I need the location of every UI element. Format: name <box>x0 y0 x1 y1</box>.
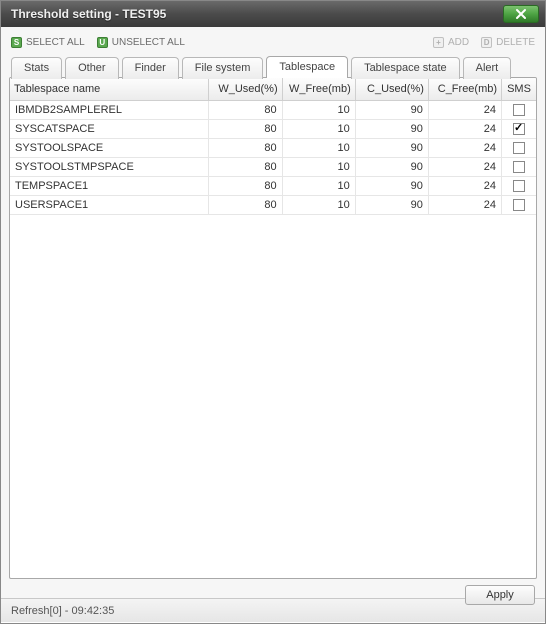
cell-value[interactable]: 80 <box>209 138 282 157</box>
unselect-all-label: UNSELECT ALL <box>112 37 185 48</box>
column-header[interactable]: W_Used(%) <box>209 78 282 100</box>
cell-value[interactable]: 24 <box>428 100 501 119</box>
select-all-button[interactable]: S SELECT ALL <box>11 37 85 48</box>
cell-value[interactable]: 80 <box>209 119 282 138</box>
tab-finder[interactable]: Finder <box>122 57 179 79</box>
unselect-all-icon: U <box>97 37 108 48</box>
cell-value[interactable]: 10 <box>282 176 355 195</box>
select-all-icon: S <box>11 37 22 48</box>
window-title: Threshold setting - TEST95 <box>11 7 503 21</box>
tab-bar: StatsOtherFinderFile systemTablespaceTab… <box>9 55 537 77</box>
cell-value[interactable]: 24 <box>428 157 501 176</box>
tab-file-system[interactable]: File system <box>182 57 264 79</box>
column-header[interactable]: C_Free(mb) <box>428 78 501 100</box>
tab-other[interactable]: Other <box>65 57 119 79</box>
delete-button: D DELETE <box>481 37 535 48</box>
delete-label: DELETE <box>496 37 535 48</box>
cell-value[interactable]: 90 <box>355 119 428 138</box>
cell-value[interactable]: 80 <box>209 157 282 176</box>
cell-value[interactable]: 90 <box>355 157 428 176</box>
cell-value[interactable]: 10 <box>282 119 355 138</box>
cell-name[interactable]: USERSPACE1 <box>10 195 209 214</box>
tab-tablespace-state[interactable]: Tablespace state <box>351 57 460 79</box>
column-header[interactable]: C_Used(%) <box>355 78 428 100</box>
cell-sms[interactable] <box>502 138 536 157</box>
footer-buttons: Apply <box>9 579 537 605</box>
titlebar: Threshold setting - TEST95 <box>1 1 545 27</box>
column-header[interactable]: W_Free(mb) <box>282 78 355 100</box>
add-label: ADD <box>448 37 469 48</box>
table-row[interactable]: USERSPACE180109024 <box>10 195 536 214</box>
table-row[interactable]: IBMDB2SAMPLEREL80109024 <box>10 100 536 119</box>
cell-value[interactable]: 24 <box>428 176 501 195</box>
cell-sms[interactable] <box>502 176 536 195</box>
cell-name[interactable]: SYSTOOLSTMPSPACE <box>10 157 209 176</box>
column-header[interactable]: Tablespace name <box>10 78 209 100</box>
cell-value[interactable]: 24 <box>428 195 501 214</box>
table-row[interactable]: SYSCATSPACE80109024 <box>10 119 536 138</box>
cell-sms[interactable] <box>502 119 536 138</box>
cell-value[interactable]: 24 <box>428 119 501 138</box>
cell-value[interactable]: 90 <box>355 176 428 195</box>
table-header-row: Tablespace nameW_Used(%)W_Free(mb)C_Used… <box>10 78 536 100</box>
select-all-label: SELECT ALL <box>26 37 85 48</box>
sms-checkbox[interactable] <box>513 104 525 116</box>
cell-sms[interactable] <box>502 157 536 176</box>
status-text: Refresh[0] - 09:42:35 <box>11 605 114 617</box>
delete-icon: D <box>481 37 492 48</box>
cell-value[interactable]: 10 <box>282 100 355 119</box>
tab-alert[interactable]: Alert <box>463 57 512 79</box>
cell-value[interactable]: 90 <box>355 195 428 214</box>
add-icon: + <box>433 37 444 48</box>
close-button[interactable] <box>503 5 539 23</box>
cell-value[interactable]: 10 <box>282 195 355 214</box>
sms-checkbox[interactable] <box>513 142 525 154</box>
cell-sms[interactable] <box>502 195 536 214</box>
table-body: IBMDB2SAMPLEREL80109024SYSCATSPACE801090… <box>10 100 536 214</box>
cell-value[interactable]: 80 <box>209 176 282 195</box>
tablespace-table: Tablespace nameW_Used(%)W_Free(mb)C_Used… <box>10 78 536 215</box>
table-panel: Tablespace nameW_Used(%)W_Free(mb)C_Used… <box>9 77 537 579</box>
apply-button[interactable]: Apply <box>465 585 535 605</box>
cell-name[interactable]: SYSTOOLSPACE <box>10 138 209 157</box>
close-icon <box>515 8 527 20</box>
cell-value[interactable]: 80 <box>209 100 282 119</box>
tab-tablespace[interactable]: Tablespace <box>266 56 348 78</box>
cell-value[interactable]: 10 <box>282 138 355 157</box>
cell-value[interactable]: 90 <box>355 100 428 119</box>
add-button: + ADD <box>433 37 469 48</box>
cell-value[interactable]: 90 <box>355 138 428 157</box>
unselect-all-button[interactable]: U UNSELECT ALL <box>97 37 185 48</box>
table-scroll[interactable]: Tablespace nameW_Used(%)W_Free(mb)C_Used… <box>10 78 536 578</box>
cell-name[interactable]: IBMDB2SAMPLEREL <box>10 100 209 119</box>
column-header[interactable]: SMS <box>502 78 536 100</box>
table-row[interactable]: TEMPSPACE180109024 <box>10 176 536 195</box>
cell-sms[interactable] <box>502 100 536 119</box>
cell-name[interactable]: SYSCATSPACE <box>10 119 209 138</box>
sms-checkbox[interactable] <box>513 180 525 192</box>
cell-value[interactable]: 80 <box>209 195 282 214</box>
table-row[interactable]: SYSTOOLSPACE80109024 <box>10 138 536 157</box>
cell-value[interactable]: 24 <box>428 138 501 157</box>
toolbar: S SELECT ALL U UNSELECT ALL + ADD D DELE… <box>9 33 537 55</box>
content-area: S SELECT ALL U UNSELECT ALL + ADD D DELE… <box>1 27 545 598</box>
sms-checkbox[interactable] <box>513 199 525 211</box>
cell-name[interactable]: TEMPSPACE1 <box>10 176 209 195</box>
tab-stats[interactable]: Stats <box>11 57 62 79</box>
table-row[interactable]: SYSTOOLSTMPSPACE80109024 <box>10 157 536 176</box>
cell-value[interactable]: 10 <box>282 157 355 176</box>
sms-checkbox[interactable] <box>513 123 525 135</box>
sms-checkbox[interactable] <box>513 161 525 173</box>
